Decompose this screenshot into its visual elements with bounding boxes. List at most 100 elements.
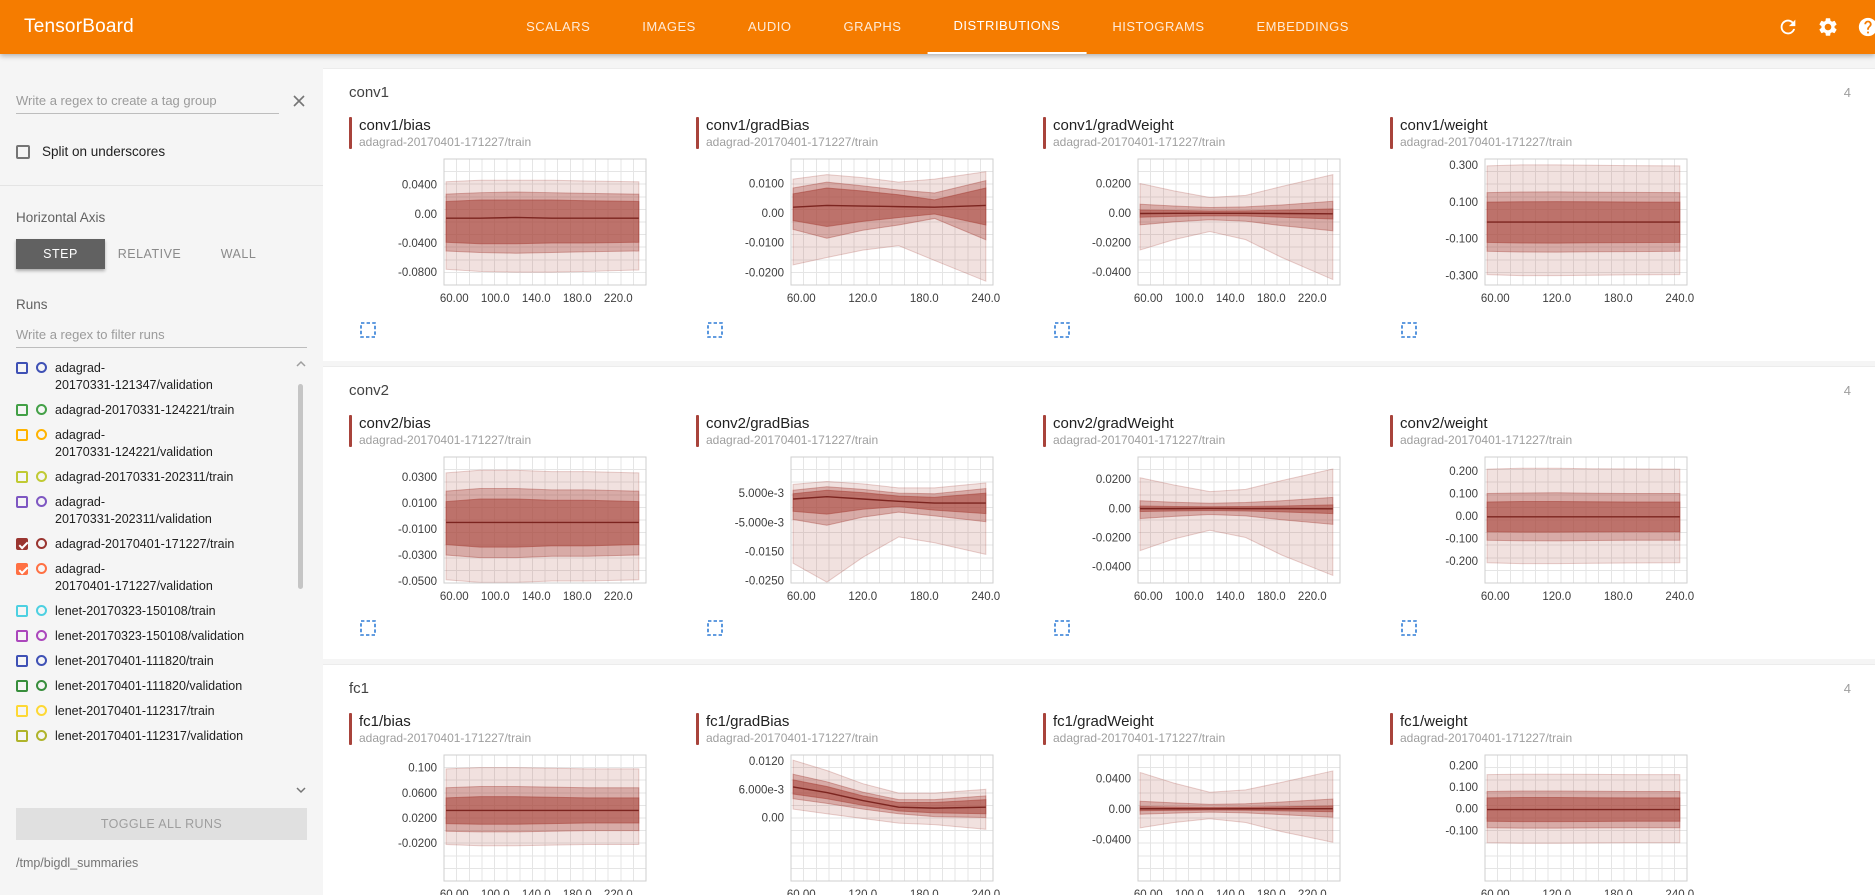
run-checkbox[interactable] [16,471,28,483]
run-item[interactable]: lenet-20170401-111820/train [16,649,291,674]
run-color-circle[interactable] [36,630,47,641]
svg-text:0.00: 0.00 [1456,511,1478,523]
run-color-circle[interactable] [36,705,47,716]
svg-text:140.0: 140.0 [522,889,551,895]
distribution-plot[interactable]: 0.0200 0.00 -0.0200 -0.0400 60.00 100.0 140.0 1… [1043,451,1351,615]
split-underscores-checkbox[interactable]: Split on underscores [16,144,307,159]
tab-distributions[interactable]: DISTRIBUTIONS [927,0,1087,54]
distribution-plot[interactable]: 0.0200 0.00 -0.0200 -0.0400 60.00 100.0 140.0 1… [1043,153,1351,317]
run-regex-input[interactable] [16,322,307,348]
run-color-bar [1390,415,1393,447]
settings-gear-icon[interactable] [1817,16,1839,38]
run-color-circle[interactable] [36,362,47,373]
refresh-icon[interactable] [1777,16,1799,38]
expand-chart-button[interactable] [1053,321,1071,339]
run-color-circle[interactable] [36,538,47,549]
run-checkbox[interactable] [16,630,28,642]
expand-chart-button[interactable] [706,321,724,339]
distribution-plot[interactable]: 0.0120 6.000e-3 0.00 60.00 120.0 180.0 240.0 [696,749,1004,895]
run-checkbox[interactable] [16,563,28,575]
distribution-plot[interactable]: 0.200 0.100 0.00 -0.100 60.00 120.0 180.0 240.0 [1390,749,1698,895]
expand-chart-button[interactable] [1400,619,1418,637]
checkbox-box-icon[interactable] [16,144,30,159]
run-item[interactable]: adagrad-20170331-124221/train [16,398,291,423]
expand-icon [1054,322,1070,338]
run-color-circle[interactable] [36,429,47,440]
close-icon[interactable] [291,93,307,109]
run-item[interactable]: lenet-20170401-112317/validation [16,724,291,749]
run-checkbox[interactable] [16,655,28,667]
section-header[interactable]: conv2 4 [323,367,1875,413]
section-header[interactable]: conv1 4 [323,69,1875,115]
run-item[interactable]: adagrad- 20170331-121347/validation [16,356,291,398]
run-checkbox[interactable] [16,404,28,416]
axis-option-step[interactable]: STEP [16,239,105,269]
run-item[interactable]: adagrad-20170401-171227/train [16,532,291,557]
svg-text:0.0200: 0.0200 [402,813,437,825]
expand-chart-button[interactable] [1053,619,1071,637]
tab-audio[interactable]: AUDIO [747,19,792,34]
run-item[interactable]: adagrad- 20170331-202311/validation [16,490,291,532]
run-color-bar [349,415,352,447]
toggle-all-runs-button[interactable]: TOGGLE ALL RUNS [16,808,307,840]
scroll-down-icon[interactable] [295,786,307,794]
run-checkbox[interactable] [16,538,28,550]
run-checkbox[interactable] [16,730,28,742]
run-checkbox[interactable] [16,705,28,717]
tag-group-regex-input[interactable] [16,88,279,114]
run-color-circle[interactable] [36,404,47,415]
distribution-plot[interactable]: 0.100 0.0600 0.0200 -0.0200 60.00 100.0 140.0 1… [349,749,657,895]
expand-chart-button[interactable] [359,321,377,339]
distribution-plot[interactable]: 0.0100 0.00 -0.0100 -0.0200 60.00 120.0 180.0 2… [696,153,1004,317]
axis-option-relative[interactable]: RELATIVE [105,239,194,269]
run-item[interactable]: adagrad-20170331-202311/train [16,465,291,490]
expand-chart-button[interactable] [359,619,377,637]
run-color-circle[interactable] [36,730,47,741]
expand-icon [360,620,376,636]
tab-histograms[interactable]: HISTOGRAMS [1112,19,1205,34]
run-color-circle[interactable] [36,496,47,507]
run-checkbox[interactable] [16,362,28,374]
distribution-plot[interactable]: 0.0400 0.00 -0.0400 -0.0800 60.00 100.0 140.0 1… [349,153,657,317]
axis-option-wall[interactable]: WALL [194,239,283,269]
run-item[interactable]: lenet-20170323-150108/train [16,599,291,624]
run-color-circle[interactable] [36,471,47,482]
tab-embeddings[interactable]: EMBEDDINGS [1256,19,1349,34]
run-color-circle[interactable] [36,655,47,666]
svg-text:240.0: 240.0 [1665,293,1694,305]
tab-graphs[interactable]: GRAPHS [843,19,902,34]
run-color-circle[interactable] [36,563,47,574]
tab-scalars[interactable]: SCALARS [526,19,591,34]
svg-text:0.0100: 0.0100 [402,498,437,510]
run-item[interactable]: lenet-20170401-112317/train [16,699,291,724]
svg-text:140.0: 140.0 [1216,889,1245,895]
section-count: 4 [1843,84,1851,100]
svg-text:120.0: 120.0 [848,591,877,603]
section-header[interactable]: fc1 4 [323,665,1875,711]
run-item[interactable]: lenet-20170401-111820/validation [16,674,291,699]
run-checkbox[interactable] [16,680,28,692]
distribution-plot[interactable]: 0.0400 0.00 -0.0400 60.00 100.0 140.0 180.0 220… [1043,749,1351,895]
distribution-plot[interactable]: 0.200 0.100 0.00 -0.100 -0.200 60.00 120.0 180.… [1390,451,1698,615]
scrollbar-thumb[interactable] [298,384,303,589]
run-checkbox[interactable] [16,429,28,441]
expand-chart-button[interactable] [706,619,724,637]
run-checkbox[interactable] [16,605,28,617]
svg-text:60.00: 60.00 [440,591,469,603]
svg-text:-0.0150: -0.0150 [745,547,784,559]
svg-text:0.0600: 0.0600 [402,788,437,800]
run-color-circle[interactable] [36,605,47,616]
run-item[interactable]: lenet-20170323-150108/validation [16,624,291,649]
expand-chart-button[interactable] [1400,321,1418,339]
tab-images[interactable]: IMAGES [642,19,696,34]
run-color-circle[interactable] [36,680,47,691]
svg-text:60.00: 60.00 [1481,293,1510,305]
run-item[interactable]: adagrad- 20170401-171227/validation [16,557,291,599]
run-item[interactable]: adagrad- 20170331-124221/validation [16,423,291,465]
help-icon[interactable] [1857,16,1875,38]
run-checkbox[interactable] [16,496,28,508]
scroll-up-icon[interactable] [295,360,307,368]
